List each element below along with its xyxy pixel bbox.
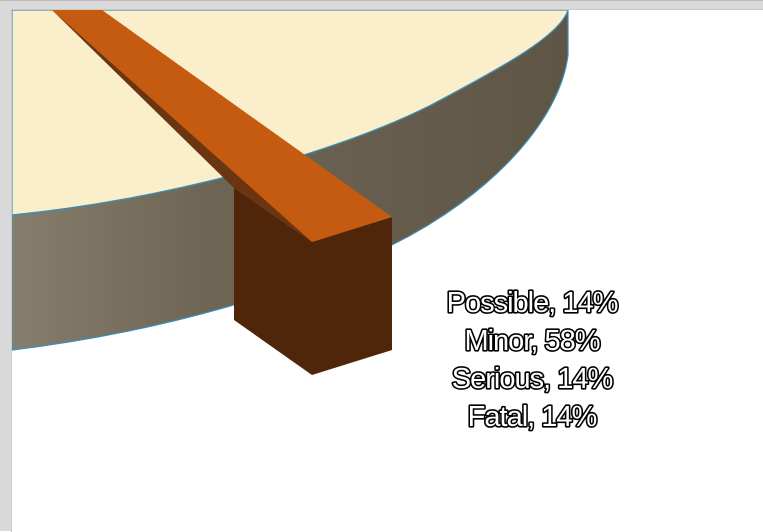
pie-chart: Possible, 14% Minor, 58% Serious, 14% Fatal…: [12, 10, 620, 435]
wedge-top: [52, 10, 392, 242]
data-label-serious: Serious, 14%: [452, 363, 613, 395]
data-label-minor: Minor, 58%: [464, 325, 599, 357]
wedge-front: [312, 217, 392, 375]
chart-canvas: Possible, 14% Minor, 58% Serious, 14% Fatal…: [12, 10, 763, 532]
wedge-side: [234, 188, 312, 375]
data-label-fatal: Fatal, 14%: [468, 401, 597, 433]
data-labels: Possible, 14% Minor, 58% Serious, 14% Fatal…: [445, 285, 620, 434]
data-label-possible: Possible, 14%: [447, 287, 618, 319]
